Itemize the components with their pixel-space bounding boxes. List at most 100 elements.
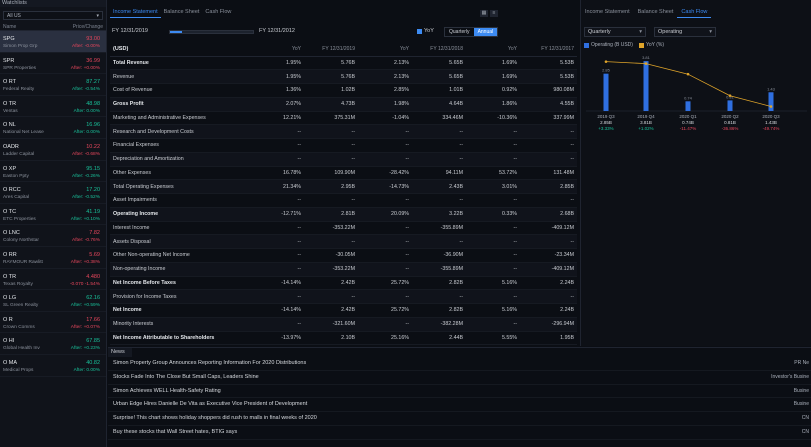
watchlist-row[interactable]: SPR SPR Properties 36.99 After: +0.00%	[0, 53, 106, 75]
table-cell: 334.46M	[412, 111, 466, 126]
list-view-icon[interactable]: ≡	[490, 10, 498, 17]
row-label: Gross Profit	[110, 97, 250, 112]
watchlist-row[interactable]: O TR Texas Royalty 4.480 -0.070 -1.54%	[0, 269, 106, 291]
table-row[interactable]: Marketing and Administrative Expenses 12.…	[110, 111, 577, 126]
table-row[interactable]: Assets Disposal -- -- -- -- -- --	[110, 234, 577, 249]
price-change: After: -0.00%	[72, 44, 100, 49]
period-range-slider[interactable]	[169, 30, 254, 34]
table-row[interactable]: Other Expenses 16.78% 109.90M -28.42% 94.11M…	[110, 166, 577, 181]
price-change: After: 0.00%	[73, 367, 100, 373]
watchlist-row[interactable]: O R Crown Comms 17.66 After: +0.07%	[0, 312, 106, 334]
table-row[interactable]: Interest Income -- -353.22M -- -355.89M -- -40…	[110, 221, 577, 236]
table-cell: --	[304, 234, 358, 249]
row-label: Total Operating Expenses	[110, 179, 250, 194]
table-row[interactable]: Other Non-operating Net Income -- -30.05M -…	[110, 248, 577, 263]
ticker-symbol: O LG	[3, 295, 17, 302]
frequency-select[interactable]: Quarterly ▾	[584, 27, 646, 37]
table-row[interactable]: Total Operating Expenses 21.34% 2.95B -14.7…	[110, 179, 577, 194]
company-name: Texas Royalty	[3, 281, 33, 287]
watchlist-row[interactable]: O TR Ventas 48.98 After: 0.00%	[0, 96, 106, 118]
table-row[interactable]: Net Income Attributable to Shareholders -…	[110, 331, 577, 346]
watchlist-row[interactable]: OADR Ladder Capital 10.22 After: -0.68%	[0, 139, 106, 161]
price-change: After: +0.10%	[70, 216, 100, 222]
table-row[interactable]: Revenue 1.95% 5.76B 2.13% 5.65B 1.69% 5.53B	[110, 69, 577, 84]
table-row[interactable]: Net Income -14.14% 2.42B 25.72% 2.82B 5.16% 2.…	[110, 303, 577, 318]
news-headline[interactable]: Simon Property Group Announces Reporting…	[113, 360, 307, 366]
bar-mark[interactable]	[643, 61, 649, 111]
table-row[interactable]: Depreciation and Amortization -- -- -- -- -- -…	[110, 152, 577, 167]
news-item[interactable]: Simon Property Group Announces Reporting…	[108, 357, 811, 371]
yoy-point[interactable]	[686, 72, 690, 76]
company-name: Ares Capital	[3, 195, 30, 201]
table-row[interactable]: Gross Profit 2.07% 4.73B 1.98% 4.64B 1.86% 4.5…	[110, 97, 577, 112]
annual-button[interactable]: Annual	[473, 28, 498, 36]
grid-view-icon[interactable]: ▦	[480, 10, 488, 17]
col-change-label[interactable]: Price/Change	[72, 23, 103, 30]
watchlist-filter-select[interactable]: All US ▾	[3, 11, 103, 20]
legend-item[interactable]: YoY (%)	[638, 42, 664, 48]
table-row[interactable]: Provision for Income Taxes -- -- -- -- -- --	[110, 289, 577, 304]
yoy-point[interactable]	[769, 105, 773, 108]
chart-subtab-income-statement[interactable]: Income Statement	[585, 9, 630, 15]
watchlist-row[interactable]: O RCC Ares Capital 17.20 After: -0.52%	[0, 182, 106, 204]
table-cell: -355.89M	[412, 262, 466, 277]
table-row[interactable]: Asset Impairments -- -- -- -- -- --	[110, 193, 577, 208]
price-change: After: 0.00%	[73, 108, 100, 114]
table-row[interactable]: Total Revenue 1.95% 5.76B 2.13% 5.65B 1.69% 5.…	[110, 56, 577, 71]
bar-value-label: 1.43	[767, 86, 776, 91]
metric-select-value: Operating	[658, 29, 683, 35]
news-headline[interactable]: Simon Achieves WELL Health-Safety Rating	[113, 387, 221, 394]
metric-select[interactable]: Operating ▾	[654, 27, 716, 37]
yoy-checkbox[interactable]: YoY	[417, 28, 434, 34]
table-row[interactable]: Operating Income -12.71% 2.81B 20.09% 3.22B 0…	[110, 207, 577, 222]
table-cell: 3.01%	[466, 179, 520, 194]
watchlist-row[interactable]: O RR RAYMOUR Rawlitt 5.69 After: +0.38%	[0, 247, 106, 269]
from-date[interactable]: FY 12/31/2019	[112, 28, 148, 34]
bar-mark[interactable]	[768, 92, 774, 111]
watchlist-row[interactable]: O LG SL Green Realty 62.16 After: +0.59%	[0, 290, 106, 312]
news-headline[interactable]: Buy these stocks that Wall Street hates,…	[113, 428, 238, 435]
col-name-label[interactable]: Name	[3, 23, 17, 30]
subtab-balance-sheet[interactable]: Balance Sheet	[163, 9, 200, 15]
bar-mark[interactable]	[603, 73, 609, 111]
table-row[interactable]: Minority Interests -- -321.60M -- -382.28M --…	[110, 317, 577, 332]
table-row[interactable]: Cost of Revenue 1.36% 1.02B 2.85% 1.01B 0.92%…	[110, 83, 577, 98]
last-price: 7.82	[89, 230, 100, 237]
news-headline[interactable]: Surprise! This chart shows holiday shopp…	[113, 415, 317, 422]
ticker-symbol: O TC	[3, 208, 17, 215]
bar-mark[interactable]	[727, 100, 733, 111]
watchlist-row[interactable]: O RT Federal Realty 87.27 After: -0.54%	[0, 74, 106, 96]
to-date[interactable]: FY 12/31/2012	[259, 28, 295, 34]
table-row[interactable]: Net Income Before Taxes -14.14% 2.42B 25.72…	[110, 276, 577, 291]
table-cell: 2.44B	[412, 331, 466, 346]
table-row[interactable]: Non-operating Income -- -353.22M -- -355.89M…	[110, 262, 577, 277]
bar-mark[interactable]	[685, 101, 691, 111]
yoy-point[interactable]	[604, 60, 608, 63]
price-change: After: -0.76%	[72, 238, 100, 244]
watchlist-row[interactable]: O MA Medical Props 40.82 After: 0.00%	[0, 355, 106, 377]
watchlist-row[interactable]: O HI Global Health Inv 67.85 After: +0.23%	[0, 333, 106, 355]
period-range-fill[interactable]	[170, 31, 182, 33]
watchlist-row[interactable]: O XP Easton Ppty 95.15 After: -0.26%	[0, 161, 106, 183]
chart-subtab-balance-sheet[interactable]: Balance Sheet	[637, 9, 674, 15]
news-headline[interactable]: Urban Edge Hires Danielle De Vita as Exe…	[113, 401, 308, 408]
subtab-income-statement[interactable]: Income Statement	[110, 8, 161, 18]
yoy-point[interactable]	[728, 94, 732, 97]
watchlist-row[interactable]: O TC ETC Properties 41.19 After: +0.10%	[0, 204, 106, 226]
table-row[interactable]: Financial Expenses -- -- -- -- -- --	[110, 138, 577, 153]
table-row[interactable]: Research and Development Costs -- -- -- -- --…	[110, 124, 577, 139]
news-headline[interactable]: Stocks Fade Into The Close But Small Cap…	[113, 373, 259, 380]
subtab-cash-flow[interactable]: Cash Flow	[205, 9, 232, 15]
quarterly-button[interactable]: Quarterly	[449, 29, 470, 35]
news-item[interactable]: Urban Edge Hires Danielle De Vita as Exe…	[108, 398, 811, 413]
news-item[interactable]: Buy these stocks that Wall Street hates,…	[108, 426, 811, 440]
yoy-point[interactable]	[644, 62, 648, 65]
news-item[interactable]: Stocks Fade Into The Close But Small Cap…	[108, 371, 811, 385]
watchlist-row[interactable]: O NL National Net Lease 16.96 After: 0.00%	[0, 117, 106, 139]
legend-item[interactable]: Operating (B USD)	[584, 42, 633, 48]
news-item[interactable]: Simon Achieves WELL Health-Safety Rating…	[108, 385, 811, 399]
chart-subtab-cash-flow[interactable]: Cash Flow	[677, 8, 712, 18]
news-item[interactable]: Surprise! This chart shows holiday shopp…	[108, 412, 811, 426]
watchlist-row[interactable]: SPG Simon Prop Grp 93.00 After: -0.00%	[0, 31, 106, 53]
watchlist-row[interactable]: O LNC Colony Northstar 7.82 After: -0.76%	[0, 225, 106, 247]
